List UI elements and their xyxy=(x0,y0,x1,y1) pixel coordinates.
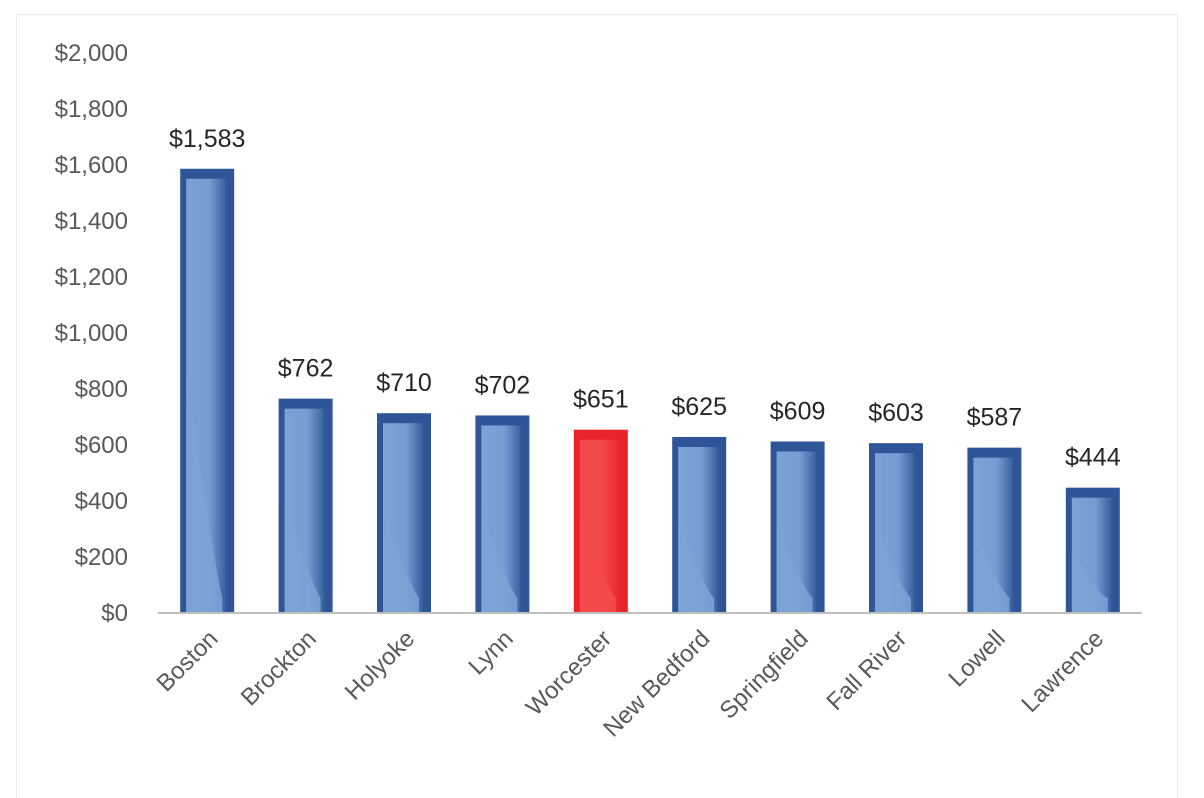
x-tick-label: Lawrence xyxy=(1016,625,1109,718)
bar-highlight xyxy=(678,521,715,612)
data-label: $762 xyxy=(278,355,334,383)
bar-highlight xyxy=(973,527,1010,612)
bar-springfield xyxy=(770,441,825,612)
bar-highlight xyxy=(1071,549,1108,612)
data-label: $587 xyxy=(967,404,1023,432)
y-tick-label: $400 xyxy=(75,488,128,515)
bar-edge xyxy=(914,453,917,612)
x-tick-label: Lynn xyxy=(463,625,518,680)
x-tick-label: Lowell xyxy=(943,625,1010,692)
data-label: $1,583 xyxy=(169,125,245,153)
y-tick-label: $1,600 xyxy=(55,152,128,179)
y-tick-label: $1,000 xyxy=(55,320,128,347)
bar-highlight xyxy=(579,517,616,612)
bar-highlight xyxy=(481,509,518,612)
y-tick-label: $200 xyxy=(75,544,128,571)
bar-highlight xyxy=(875,524,911,612)
bar-highlight xyxy=(776,523,813,612)
data-label: $444 xyxy=(1065,444,1121,472)
bar-lawrence xyxy=(1065,487,1120,612)
data-label: $710 xyxy=(376,369,432,397)
x-tick-label: Brockton xyxy=(236,625,322,711)
y-tick-label: $600 xyxy=(75,432,128,459)
y-axis-ticks: $0 $200 $400 $600 $800 $1,000 $1,200 $1,400 $1,6… xyxy=(55,40,128,627)
bar-boston xyxy=(180,168,235,612)
y-tick-label: $1,400 xyxy=(55,208,128,235)
y-tick-label: $1,200 xyxy=(55,264,128,291)
y-tick-label: $0 xyxy=(101,600,128,627)
bar-edge xyxy=(1110,497,1114,612)
bar-lowell xyxy=(967,447,1022,612)
bar-brockton xyxy=(278,398,333,612)
bar-highlight xyxy=(284,500,321,612)
bar-edge xyxy=(323,408,327,612)
bar-edge xyxy=(1012,457,1016,612)
x-tick-label: New Bedford xyxy=(598,625,715,742)
data-label: $702 xyxy=(475,371,531,399)
bar-edge xyxy=(225,178,229,612)
bar-new-bedford xyxy=(672,437,727,612)
data-label: $625 xyxy=(671,393,727,421)
bar-fall-river xyxy=(869,443,923,612)
bar-highlight xyxy=(383,508,419,612)
bar-edge xyxy=(520,425,524,612)
data-label: $603 xyxy=(868,399,924,427)
y-tick-label: $800 xyxy=(75,376,128,403)
data-label: $651 xyxy=(573,386,629,414)
bar-highlight xyxy=(186,373,223,612)
bar-worcester xyxy=(573,429,628,612)
x-tick-label: Boston xyxy=(152,625,224,697)
x-tick-label: Fall River xyxy=(821,625,912,716)
bar-edge xyxy=(717,447,721,612)
x-tick-label: Holyoke xyxy=(340,625,420,705)
bar-edge xyxy=(618,439,622,612)
bars xyxy=(180,168,1120,612)
data-label: $609 xyxy=(770,397,826,425)
bar-edge xyxy=(422,423,425,612)
bar-holyoke xyxy=(377,413,431,612)
bar-lynn xyxy=(475,415,530,612)
x-tick-label: Springfield xyxy=(715,625,814,724)
x-tick-label: Worcester xyxy=(521,625,617,721)
y-tick-label: $2,000 xyxy=(55,40,128,67)
bar-edge xyxy=(815,451,819,612)
data-labels: $1,583 $762 $710 $702 $651 $625 $609 $603 $587 $4… xyxy=(169,125,1121,472)
y-tick-label: $1,800 xyxy=(55,96,128,123)
